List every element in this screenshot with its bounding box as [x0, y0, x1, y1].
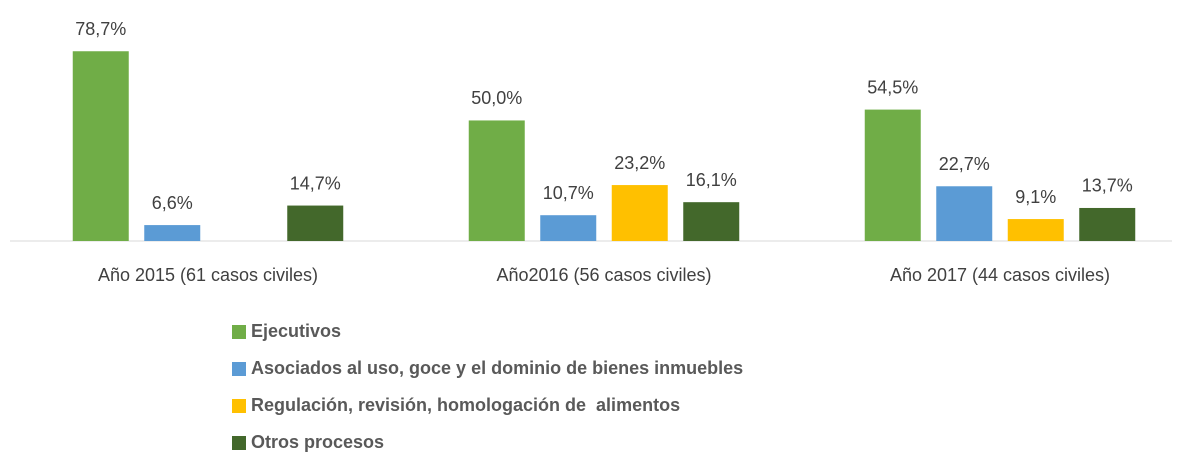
bar: [144, 225, 201, 241]
data-label: 13,7%: [1082, 176, 1133, 196]
legend-swatch: [232, 362, 246, 376]
x-tick-label: Año 2015 (61 casos civiles): [98, 265, 318, 285]
data-label: 9,1%: [1015, 187, 1056, 207]
data-label: 54,5%: [867, 77, 918, 97]
data-label: 78,7%: [75, 19, 126, 39]
bar: [287, 205, 344, 241]
data-label: 23,2%: [614, 153, 665, 173]
bar: [1007, 219, 1064, 241]
bar: [72, 51, 129, 241]
data-label: 50,0%: [471, 88, 522, 108]
legend-swatch: [232, 436, 246, 450]
bar: [1079, 207, 1136, 241]
x-tick-label: Año 2017 (44 casos civiles): [890, 265, 1110, 285]
data-label: 6,6%: [152, 193, 193, 213]
data-label: 10,7%: [543, 183, 594, 203]
legend-label: Asociados al uso, goce y el dominio de b…: [251, 358, 743, 378]
legend-swatch: [232, 399, 246, 413]
legend-swatch: [232, 325, 246, 339]
data-label: 22,7%: [939, 154, 990, 174]
data-label: 14,7%: [290, 173, 341, 193]
bar: [468, 120, 525, 241]
bar: [936, 186, 993, 241]
bar: [540, 215, 597, 241]
legend-label: Ejecutivos: [251, 321, 341, 341]
x-tick-label: Año2016 (56 casos civiles): [496, 265, 711, 285]
legend-label: Otros procesos: [251, 432, 384, 452]
data-label: 16,1%: [686, 170, 737, 190]
bar: [864, 109, 921, 241]
bar: [611, 185, 668, 241]
legend-label: Regulación, revisión, homologación de al…: [251, 395, 680, 415]
bar: [683, 202, 740, 241]
